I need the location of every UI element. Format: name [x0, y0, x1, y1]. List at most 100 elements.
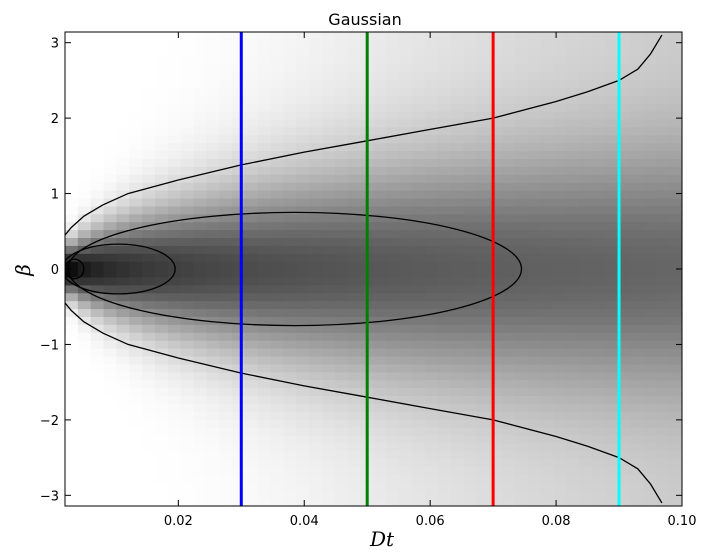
- heatmap-cell: [167, 442, 182, 452]
- heatmap-cell: [167, 316, 182, 325]
- heatmap-cell: [90, 474, 105, 483]
- heatmap-cell: [65, 71, 79, 80]
- heatmap-cell: [540, 205, 555, 215]
- heatmap-cell: [527, 158, 542, 167]
- heatmap-cell: [283, 316, 297, 325]
- heatmap-cell: [386, 419, 400, 428]
- heatmap-cell: [386, 355, 400, 365]
- heatmap-cell: [656, 95, 670, 104]
- heatmap-cell: [476, 403, 490, 412]
- heatmap-cell: [592, 348, 606, 357]
- heatmap-cell: [424, 434, 439, 444]
- x-tick-label: 0.08: [542, 514, 571, 529]
- heatmap-cell: [514, 474, 529, 483]
- heatmap-cell: [244, 355, 259, 365]
- heatmap-cell: [656, 253, 670, 262]
- heatmap-cell: [437, 261, 452, 270]
- heatmap-cell: [309, 79, 323, 88]
- heatmap-cell: [154, 458, 169, 468]
- heatmap-cell: [142, 316, 156, 325]
- heatmap-cell: [514, 174, 529, 183]
- heatmap-cell: [322, 340, 336, 349]
- heatmap-cell: [65, 229, 79, 238]
- heatmap-cell: [65, 387, 79, 396]
- heatmap-cell: [489, 403, 503, 412]
- heatmap-cell: [373, 387, 387, 396]
- heatmap-cell: [167, 411, 182, 420]
- heatmap-cell: [592, 63, 606, 73]
- heatmap-cell: [167, 79, 182, 88]
- heatmap-cell: [437, 300, 452, 310]
- heatmap-cell: [232, 411, 246, 420]
- heatmap-cell: [386, 292, 400, 302]
- heatmap-cell: [257, 379, 272, 389]
- heatmap-cell: [502, 253, 516, 262]
- heatmap-cell: [476, 47, 490, 57]
- heatmap-cell: [386, 166, 400, 175]
- heatmap-cell: [257, 197, 272, 207]
- heatmap-cell: [232, 118, 246, 128]
- heatmap-cell: [553, 466, 567, 475]
- heatmap-cell: [669, 348, 682, 357]
- heatmap-cell: [399, 395, 413, 404]
- heatmap-cell: [77, 95, 92, 104]
- heatmap-cell: [630, 63, 645, 73]
- heatmap-cell: [296, 316, 310, 325]
- heatmap-cell: [322, 213, 336, 223]
- heatmap-cell: [283, 308, 297, 317]
- heatmap-cell: [129, 332, 143, 341]
- heatmap-cell: [116, 142, 130, 152]
- heatmap-cell: [386, 458, 400, 468]
- heatmap-cell: [257, 284, 272, 294]
- heatmap-cell: [219, 458, 233, 468]
- heatmap-cell: [592, 442, 606, 452]
- heatmap-cell: [283, 95, 297, 104]
- heatmap-cell: [643, 174, 657, 183]
- heatmap-cell: [399, 103, 413, 112]
- heatmap-cell: [219, 300, 233, 310]
- heatmap-cell: [412, 269, 426, 278]
- heatmap-cell: [489, 324, 503, 333]
- heatmap-cell: [167, 71, 182, 80]
- heatmap-cell: [90, 276, 105, 286]
- heatmap-cell: [232, 498, 246, 506]
- heatmap-cell: [180, 261, 195, 270]
- heatmap-cell: [566, 197, 580, 207]
- heatmap-cell: [669, 434, 682, 444]
- heatmap-cell: [476, 158, 490, 167]
- heatmap-cell: [579, 190, 593, 199]
- heatmap-cell: [77, 253, 92, 262]
- heatmap-cell: [347, 308, 362, 317]
- heatmap-cell: [309, 466, 323, 475]
- heatmap-cell: [257, 261, 272, 270]
- heatmap-cell: [154, 166, 169, 175]
- heatmap-cell: [437, 419, 452, 428]
- heatmap-cell: [553, 150, 567, 159]
- heatmap-cell: [604, 32, 619, 41]
- heatmap-cell: [592, 229, 606, 238]
- heatmap-cell: [347, 490, 362, 499]
- heatmap-cell: [232, 205, 246, 215]
- heatmap-cell: [257, 498, 272, 506]
- heatmap-cell: [643, 126, 657, 136]
- heatmap-cell: [154, 498, 169, 506]
- heatmap-cell: [450, 308, 465, 317]
- heatmap-cell: [553, 284, 567, 294]
- heatmap-cell: [553, 332, 567, 341]
- heatmap-cell: [656, 79, 670, 88]
- heatmap-cell: [412, 229, 426, 238]
- heatmap-cell: [103, 284, 118, 294]
- heatmap-cell: [373, 371, 387, 381]
- heatmap-cell: [373, 32, 387, 41]
- heatmap-cell: [592, 332, 606, 341]
- heatmap-cell: [450, 221, 465, 231]
- heatmap-cell: [514, 55, 529, 65]
- heatmap-cell: [129, 32, 143, 41]
- heatmap-cell: [604, 332, 619, 341]
- heatmap-cell: [283, 32, 297, 41]
- heatmap-cell: [103, 229, 118, 238]
- heatmap-cell: [437, 284, 452, 294]
- heatmap-cell: [450, 276, 465, 286]
- heatmap-cell: [257, 324, 272, 333]
- heatmap-cell: [527, 71, 542, 80]
